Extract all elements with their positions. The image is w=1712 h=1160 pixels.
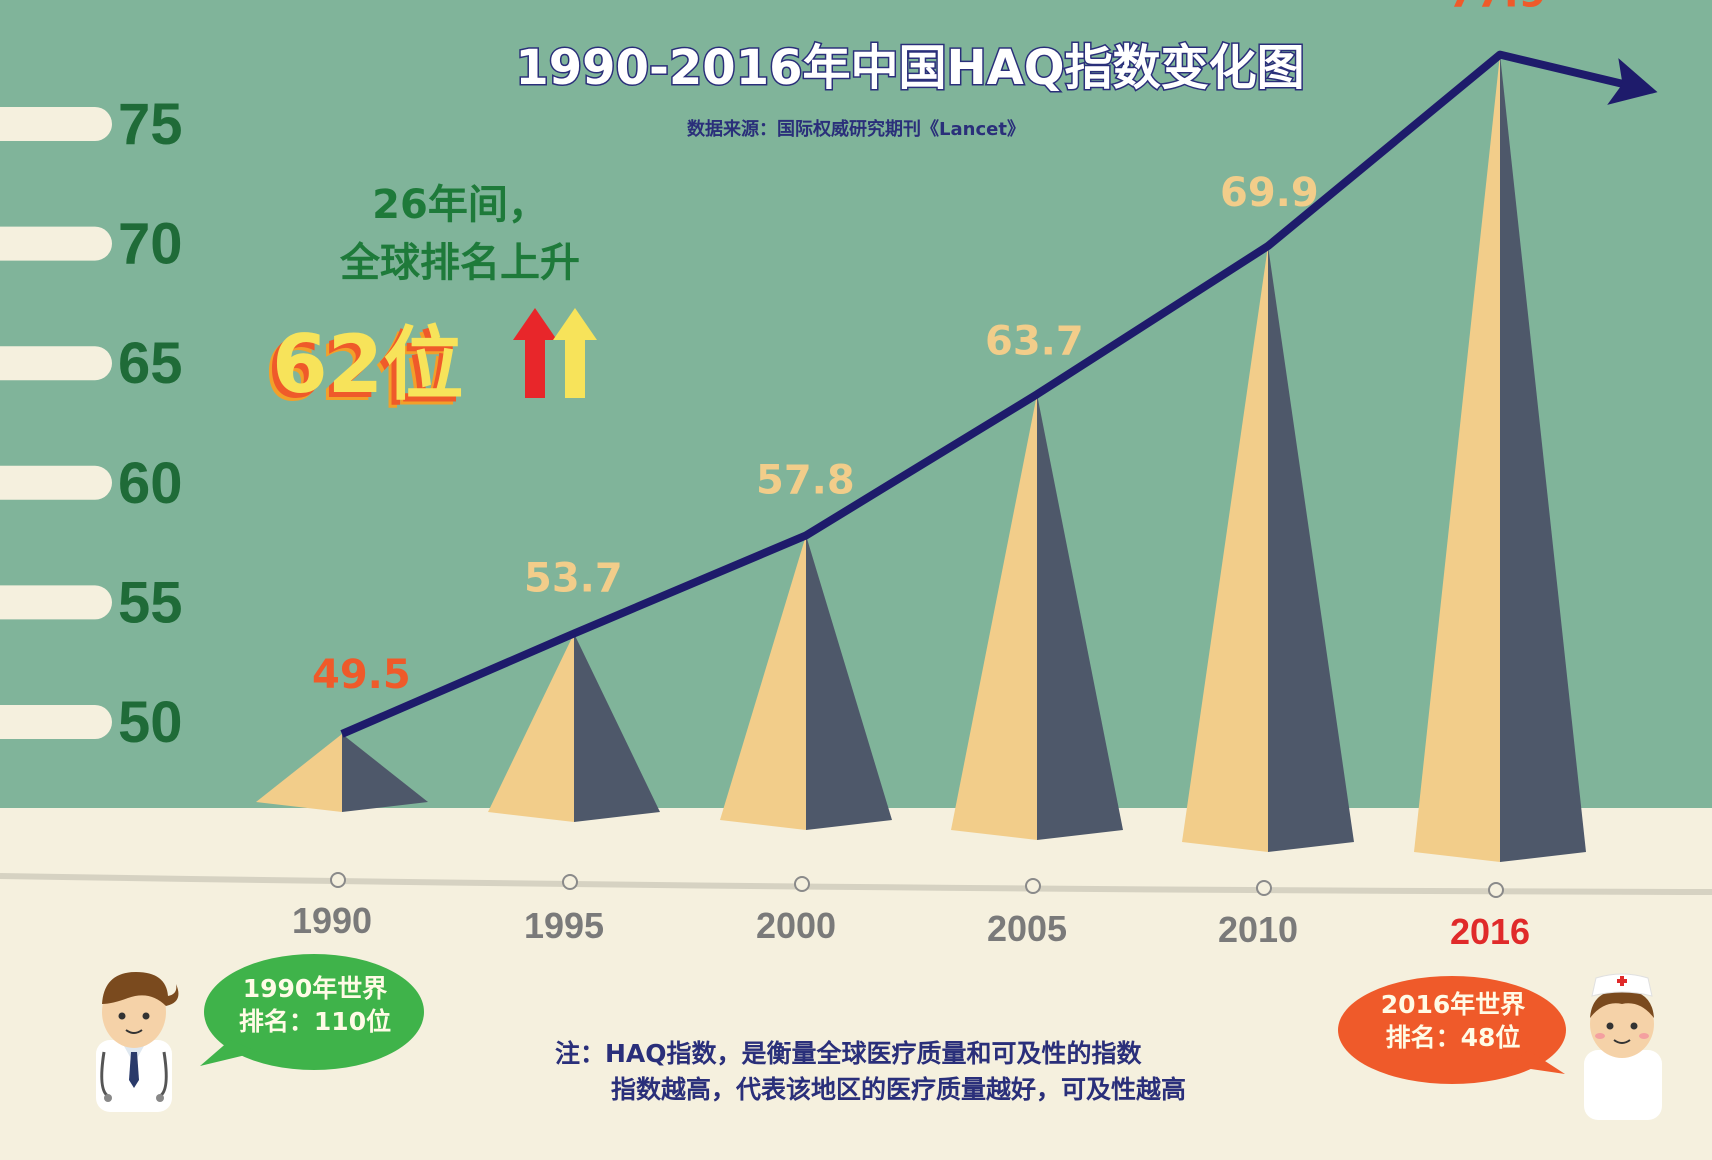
y-axis: 75 70 65 60 55 50 xyxy=(0,92,183,755)
footnote-line1: 注：HAQ指数，是衡量全球医疗质量和可及性的指数 xyxy=(555,1039,1142,1068)
pyramid-dark-face xyxy=(1037,394,1123,840)
timeline-dot xyxy=(794,876,810,892)
value-labels: 49.5 53.7 57.8 63.7 69.9 77.9 xyxy=(312,0,1547,698)
timeline-dot xyxy=(562,874,578,890)
x-tick-label: 2010 xyxy=(1218,909,1298,950)
value-label: 69.9 xyxy=(1220,170,1319,216)
pyramid-light-face xyxy=(256,733,342,812)
callout-1990-rank: 1990年世界 排名：110位 xyxy=(205,972,425,1038)
doctor-icon xyxy=(96,972,179,1112)
chart-title: 1990-2016年中国HAQ指数变化图 xyxy=(515,40,1304,96)
headline-line1: 26年间， xyxy=(372,182,548,228)
trend-line-group xyxy=(340,50,1658,738)
x-tick-label: 2016 xyxy=(1450,911,1530,952)
pyramid-dark-face xyxy=(1268,245,1354,852)
y-tick-pill xyxy=(0,465,112,500)
pyramids xyxy=(256,54,1586,862)
rank-change: 62位 xyxy=(272,318,464,411)
headline-line2: 全球排名上升 xyxy=(340,240,580,286)
footnote: 注：HAQ指数，是衡量全球医疗质量和可及性的指数 指数越高，代表该地区的医疗质量… xyxy=(555,1036,1186,1108)
x-axis: 1990 1995 2000 2005 2010 2016 xyxy=(292,872,1530,952)
y-tick-label: 65 xyxy=(118,331,183,396)
y-tick-pill xyxy=(0,705,112,739)
left-speech-bubble xyxy=(200,954,424,1070)
pyramid-bar xyxy=(720,535,892,830)
value-label: 49.5 xyxy=(312,652,411,698)
pyramid-bar xyxy=(1414,54,1586,862)
timeline-dot xyxy=(1488,882,1504,898)
callout-right-line1: 2016年世界 xyxy=(1380,990,1526,1019)
callout-2016-rank: 2016年世界 排名：48位 xyxy=(1338,988,1568,1054)
callout-left-line1: 1990年世界 xyxy=(242,974,388,1003)
y-tick-label: 75 xyxy=(118,92,183,157)
timeline-dot xyxy=(1025,878,1041,894)
y-tick-label: 55 xyxy=(118,570,183,635)
x-tick-label: 1995 xyxy=(524,905,604,946)
y-tick-pill xyxy=(0,107,112,141)
y-tick-pill xyxy=(0,346,112,381)
y-tick-pill xyxy=(0,585,112,620)
x-tick-label: 2005 xyxy=(987,908,1067,949)
timeline-dot xyxy=(1256,880,1272,896)
trend-line xyxy=(340,50,1641,738)
chart-subtitle: 数据来源：国际权威研究期刊《Lancet》 xyxy=(687,119,1025,140)
up-arrows-icon xyxy=(513,308,597,398)
x-tick-label: 1990 xyxy=(292,900,372,941)
timeline-track xyxy=(0,873,1712,895)
value-label: 63.7 xyxy=(985,318,1084,364)
pyramid-bar xyxy=(256,733,428,812)
right-speech-bubble xyxy=(1338,976,1566,1084)
pyramid-light-face xyxy=(1182,245,1268,852)
pyramid-dark-face xyxy=(806,535,892,830)
callout-right-line2: 排名：48位 xyxy=(1385,1023,1521,1052)
pyramid-dark-face xyxy=(342,733,428,812)
y-tick-label: 50 xyxy=(118,690,183,755)
y-tick-label: 60 xyxy=(118,451,183,516)
pyramid-light-face xyxy=(488,633,574,822)
footnote-line2: 指数越高，代表该地区的医疗质量越好，可及性越高 xyxy=(611,1075,1187,1104)
value-label: 57.8 xyxy=(756,457,855,503)
headline: 26年间， 全球排名上升 xyxy=(290,176,630,292)
callout-left-line2: 排名：110位 xyxy=(238,1007,392,1036)
arrow-head-icon xyxy=(1607,58,1658,105)
pyramid-light-face xyxy=(720,535,806,830)
pyramid-bar xyxy=(1182,245,1354,852)
pyramid-bar xyxy=(488,633,660,822)
timeline-dot xyxy=(330,872,346,888)
pyramid-light-face xyxy=(951,394,1037,840)
pyramid-dark-face xyxy=(1500,54,1586,862)
y-tick-label: 70 xyxy=(118,212,183,277)
pyramid-bar xyxy=(951,394,1123,840)
nurse-icon xyxy=(1584,973,1662,1120)
y-tick-pill xyxy=(0,226,112,261)
pyramid-dark-face xyxy=(574,633,660,822)
pyramid-light-face xyxy=(1414,54,1500,862)
value-label: 53.7 xyxy=(524,555,623,601)
chart-background xyxy=(0,0,1712,810)
value-label: 77.9 xyxy=(1448,0,1547,17)
x-tick-label: 2000 xyxy=(756,905,836,946)
